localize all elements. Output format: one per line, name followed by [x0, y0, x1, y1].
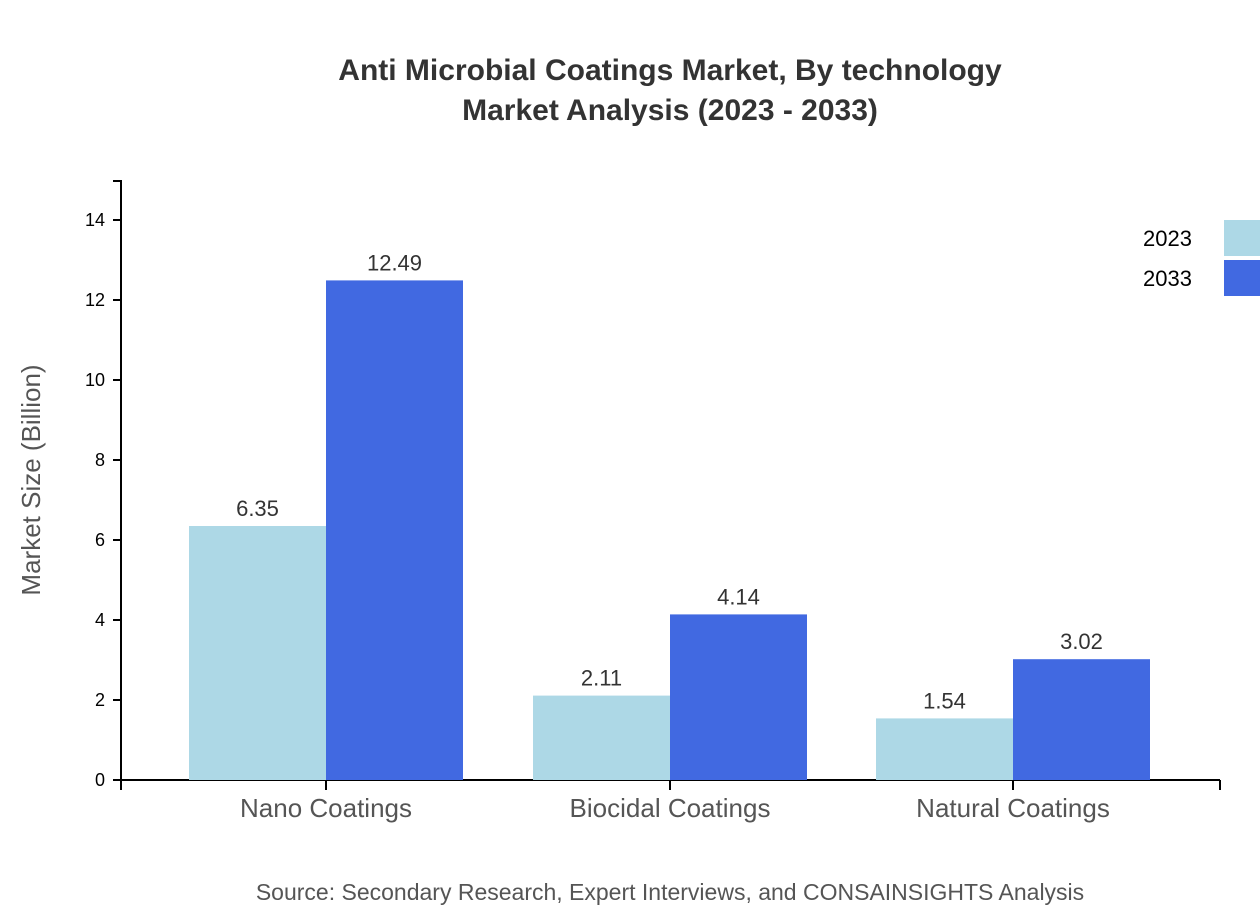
y-tick-label: 4 — [95, 610, 105, 630]
y-tick-label: 10 — [85, 370, 105, 390]
y-axis-label: Market Size (Billion) — [16, 364, 46, 595]
data-label: 12.49 — [367, 250, 422, 275]
x-tick-label: Nano Coatings — [240, 793, 412, 823]
source-note: Source: Secondary Research, Expert Inter… — [256, 879, 1084, 905]
y-tick-label: 2 — [95, 690, 105, 710]
bar-2023 — [533, 695, 670, 780]
data-label: 1.54 — [923, 688, 966, 713]
legend-label: 2023 — [1143, 226, 1192, 251]
bar-2023 — [189, 526, 326, 780]
x-tick-label: Natural Coatings — [916, 793, 1110, 823]
chart-title: Anti Microbial Coatings Market, By techn… — [338, 54, 1002, 87]
chart-subtitle: Market Analysis (2023 - 2033) — [462, 94, 878, 127]
bar-2033 — [670, 614, 807, 780]
data-label: 3.02 — [1060, 629, 1103, 654]
bar-2033 — [1013, 659, 1150, 780]
y-tick-label: 8 — [95, 450, 105, 470]
legend-swatch-2023 — [1224, 220, 1260, 256]
y-tick-label: 0 — [95, 770, 105, 790]
legend-swatch-2033 — [1224, 260, 1260, 296]
data-label: 6.35 — [236, 496, 279, 521]
bar-2033 — [326, 280, 463, 780]
x-tick-label: Biocidal Coatings — [570, 793, 771, 823]
data-label: 2.11 — [581, 666, 622, 691]
legend-label: 2033 — [1143, 266, 1192, 291]
y-tick-label: 14 — [85, 210, 105, 230]
data-label: 4.14 — [717, 584, 760, 609]
bar-2023 — [876, 718, 1013, 780]
y-tick-label: 12 — [85, 290, 105, 310]
y-tick-label: 6 — [95, 530, 105, 550]
